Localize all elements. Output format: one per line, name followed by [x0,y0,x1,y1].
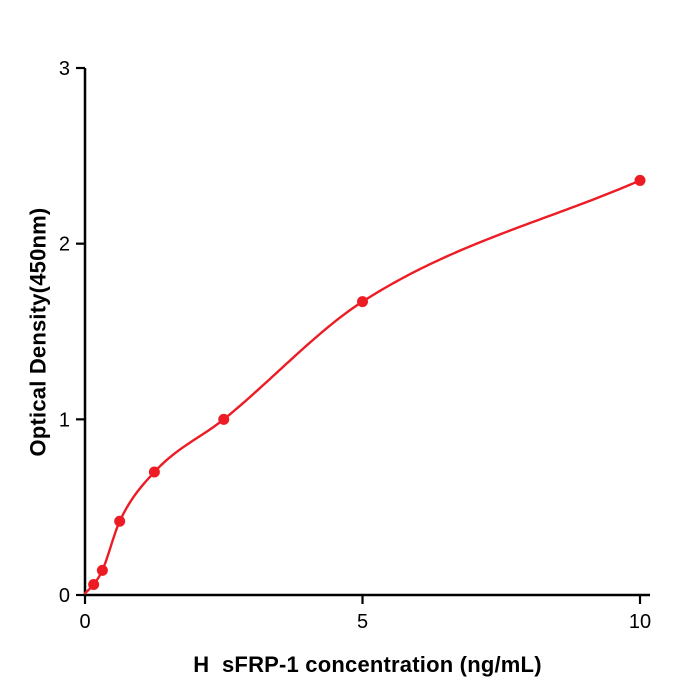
data-point [114,515,126,527]
y-tick-label: 2 [59,234,70,256]
data-point [218,413,230,425]
data-point [96,564,108,576]
y-axis-title: Optical Density(450nm) [25,207,51,457]
x-tick-label: 10 [629,611,651,633]
data-point [634,174,646,186]
y-tick-label: 1 [59,409,70,431]
x-tick-label: 5 [357,611,368,633]
y-tick-label: 0 [59,585,70,607]
y-tick-label: 3 [59,58,70,80]
fit-curve [83,179,642,595]
data-point [357,296,369,308]
data-point [88,578,100,590]
data-point [148,466,160,478]
x-axis-title: H sFRP-1 concentration (ng/mL) [193,652,542,677]
x-tick-label: 0 [79,611,90,633]
